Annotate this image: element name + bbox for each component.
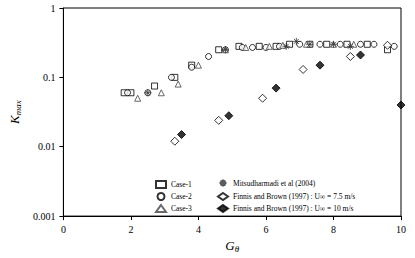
svg-text:max: max [13,100,23,115]
svg-text:8: 8 [331,224,336,235]
svg-text:G: G [225,238,235,253]
svg-text:θ: θ [235,244,240,254]
svg-text:0.001: 0.001 [33,211,56,222]
svg-text:0.01: 0.01 [38,141,56,152]
svg-text:Case-2: Case-2 [171,192,192,201]
svg-text:6: 6 [263,224,268,235]
svg-text:4: 4 [196,224,201,235]
svg-text:Finnis and Brown (1997) : U∞ =: Finnis and Brown (1997) : U∞ = 7.5 m/s [233,192,355,201]
svg-text:Case-3: Case-3 [171,204,192,213]
svg-text:2: 2 [128,224,133,235]
svg-text:1: 1 [50,3,55,14]
svg-text:K: K [7,115,22,124]
svg-text:Mitsudharmadi et al (2004): Mitsudharmadi et al (2004) [233,179,316,188]
svg-text:Finnis and Brown (1997) : U∞ =: Finnis and Brown (1997) : U∞ = 10 m/s [233,204,353,213]
svg-text:0: 0 [61,224,66,235]
svg-text:10: 10 [396,224,406,235]
svg-text:0.1: 0.1 [43,72,56,83]
svg-text:Case-1: Case-1 [171,180,192,189]
